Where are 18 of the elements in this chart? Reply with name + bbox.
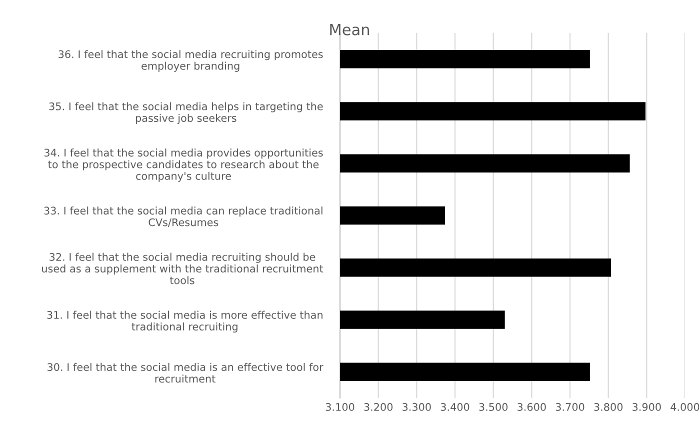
y-tick-label: 30. I feel that the social media is an effective tool for recruitment	[48, 362, 324, 383]
y-tick-label: 33. I feel that the social media can replace traditional CVs/Resumes	[44, 206, 322, 228]
x-tick-label: 4.000	[670, 403, 699, 411]
x-tick-label: 3.700	[556, 403, 584, 411]
x-tick-label: 3.300	[402, 403, 431, 411]
x-tick-label: 3.200	[364, 403, 393, 411]
x-tick-label: 3.800	[594, 403, 623, 411]
y-tick-label: 31. I feel that the social media is more effective than traditional recruiting	[47, 310, 322, 333]
x-tick-label: 3.900	[632, 403, 661, 411]
x-tick-label: 3.500	[479, 403, 508, 411]
x-tick-label: 3.600	[518, 403, 546, 411]
y-tick-label: 36. I feel that the social media recruiting promotes employer branding	[58, 50, 323, 72]
y-tick-label: 32. I feel that the social media recruiting should be used as a supplement with the traditional recruitment tools	[42, 252, 324, 284]
x-tick-label: 3.400	[440, 403, 470, 411]
y-tick-label: 34. I feel that the social media provides opportunities to the prospective candidates to research about the company's culture	[44, 148, 323, 182]
chart-title: Mean	[330, 24, 370, 36]
y-tick-label: 35. I feel that the social media helps in targeting the passive job seekers	[49, 102, 323, 124]
x-tick-label: 3.100	[326, 403, 354, 411]
